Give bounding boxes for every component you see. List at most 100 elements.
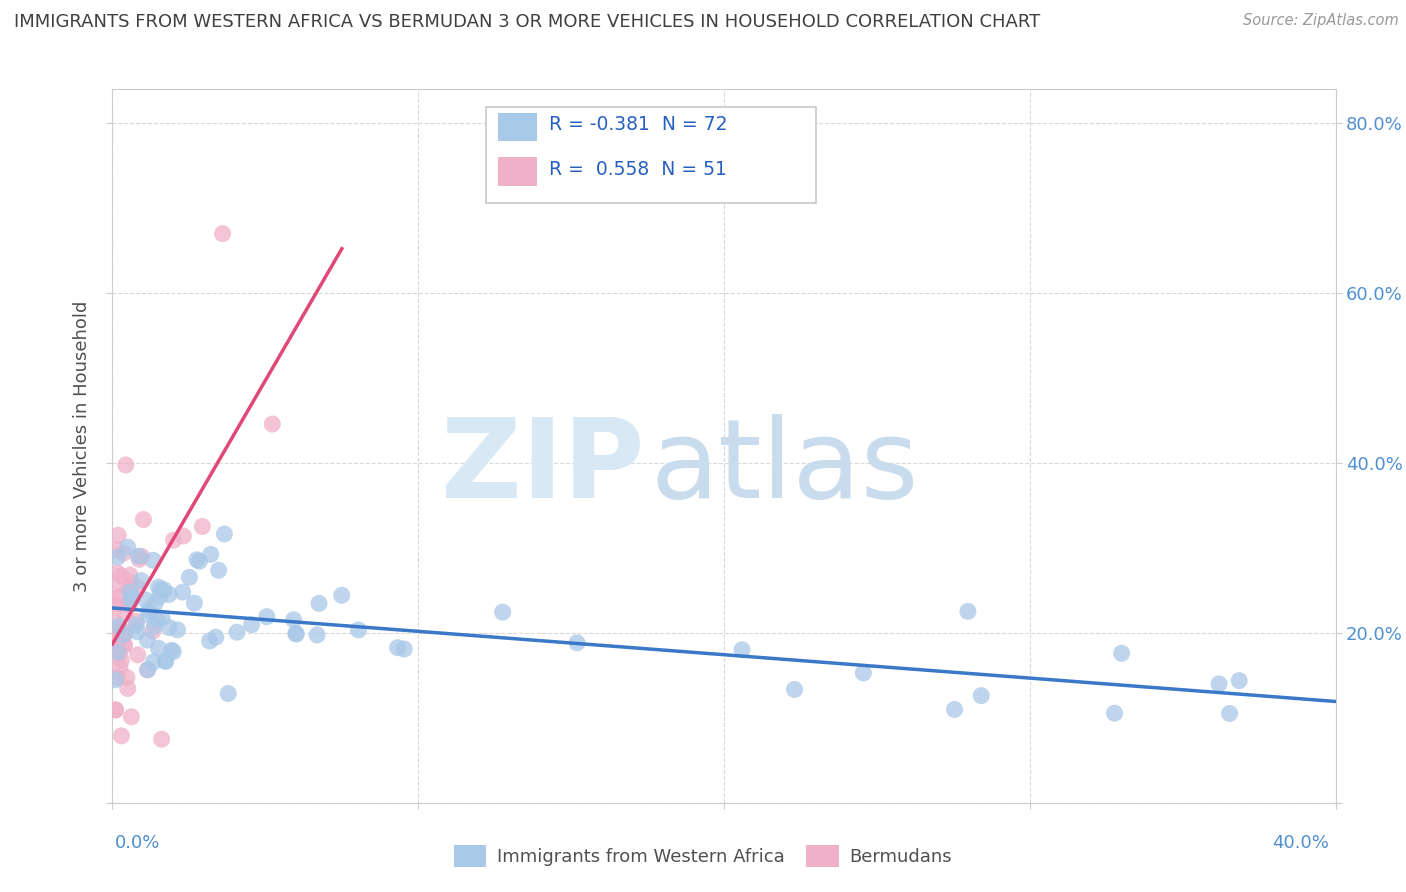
- Point: [131, 549, 153, 564]
- Point: [157, 620, 180, 634]
- Point: [117, 540, 139, 554]
- Point: [183, 596, 205, 610]
- Point: [143, 597, 166, 611]
- Point: [150, 611, 173, 625]
- Point: [104, 629, 127, 643]
- Point: [283, 613, 305, 627]
- Point: [112, 624, 135, 639]
- Point: [112, 546, 135, 560]
- Point: [1219, 706, 1241, 721]
- Point: [565, 636, 588, 650]
- Point: [492, 605, 515, 619]
- Point: [162, 645, 184, 659]
- Point: [118, 585, 141, 599]
- Text: ZIP: ZIP: [441, 414, 644, 521]
- Text: R =  0.558  N = 51: R = 0.558 N = 51: [550, 161, 727, 179]
- Point: [852, 665, 875, 680]
- Point: [107, 641, 129, 656]
- Point: [118, 568, 141, 582]
- Point: [262, 417, 284, 431]
- Point: [105, 542, 128, 557]
- Point: [104, 599, 127, 614]
- Point: [150, 732, 173, 747]
- Point: [114, 626, 136, 640]
- Point: [127, 648, 149, 662]
- Text: 40.0%: 40.0%: [1272, 834, 1329, 852]
- Point: [120, 593, 142, 607]
- Point: [127, 549, 149, 564]
- Point: [943, 702, 966, 716]
- Point: [200, 547, 222, 561]
- Point: [172, 529, 194, 543]
- Bar: [498, 112, 537, 141]
- Point: [970, 689, 993, 703]
- Point: [120, 587, 142, 601]
- Point: [104, 673, 127, 687]
- Point: [285, 627, 308, 641]
- Point: [114, 458, 136, 472]
- Point: [121, 591, 143, 605]
- Point: [731, 642, 754, 657]
- Legend: Immigrants from Western Africa, Bermudans: Immigrants from Western Africa, Bermudan…: [447, 838, 959, 874]
- Text: 0.0%: 0.0%: [115, 834, 160, 852]
- Point: [387, 640, 409, 655]
- Point: [1111, 646, 1133, 660]
- Point: [104, 624, 127, 638]
- Point: [127, 580, 149, 594]
- Point: [107, 619, 129, 633]
- Point: [112, 628, 135, 642]
- Point: [125, 615, 148, 629]
- Point: [127, 624, 149, 639]
- Point: [110, 569, 132, 583]
- Point: [104, 615, 127, 630]
- Point: [148, 641, 170, 656]
- Point: [198, 634, 221, 648]
- Point: [172, 585, 194, 599]
- Point: [148, 590, 170, 604]
- Point: [107, 528, 129, 542]
- Point: [104, 633, 127, 648]
- Point: [160, 643, 183, 657]
- Point: [104, 596, 127, 610]
- Point: [107, 550, 129, 565]
- Point: [1227, 673, 1250, 688]
- Point: [120, 576, 142, 591]
- Point: [956, 604, 979, 618]
- Point: [149, 582, 172, 597]
- Bar: [498, 157, 537, 186]
- Point: [179, 570, 201, 584]
- Point: [204, 630, 226, 644]
- Point: [188, 554, 211, 568]
- Point: [347, 623, 370, 637]
- Point: [104, 641, 127, 656]
- Point: [117, 583, 139, 598]
- Point: [148, 580, 170, 594]
- Point: [107, 645, 129, 659]
- Point: [136, 663, 159, 677]
- Point: [129, 574, 152, 588]
- Point: [108, 660, 131, 674]
- Point: [226, 625, 249, 640]
- Point: [110, 729, 132, 743]
- Point: [110, 589, 132, 603]
- Point: [105, 566, 128, 580]
- Point: [1208, 677, 1230, 691]
- Point: [145, 612, 167, 626]
- Point: [191, 519, 214, 533]
- Text: Source: ZipAtlas.com: Source: ZipAtlas.com: [1243, 13, 1399, 29]
- Point: [104, 580, 127, 594]
- Point: [1104, 706, 1126, 721]
- Point: [105, 670, 128, 684]
- Point: [240, 617, 263, 632]
- Point: [135, 593, 157, 607]
- Point: [114, 607, 136, 621]
- Point: [104, 703, 127, 717]
- Text: R = -0.381  N = 72: R = -0.381 N = 72: [550, 115, 728, 135]
- Point: [120, 710, 142, 724]
- Point: [115, 671, 138, 685]
- Point: [136, 633, 159, 648]
- Point: [142, 655, 165, 669]
- Point: [330, 588, 353, 602]
- Point: [143, 619, 166, 633]
- Text: IMMIGRANTS FROM WESTERN AFRICA VS BERMUDAN 3 OR MORE VEHICLES IN HOUSEHOLD CORRE: IMMIGRANTS FROM WESTERN AFRICA VS BERMUD…: [14, 13, 1040, 31]
